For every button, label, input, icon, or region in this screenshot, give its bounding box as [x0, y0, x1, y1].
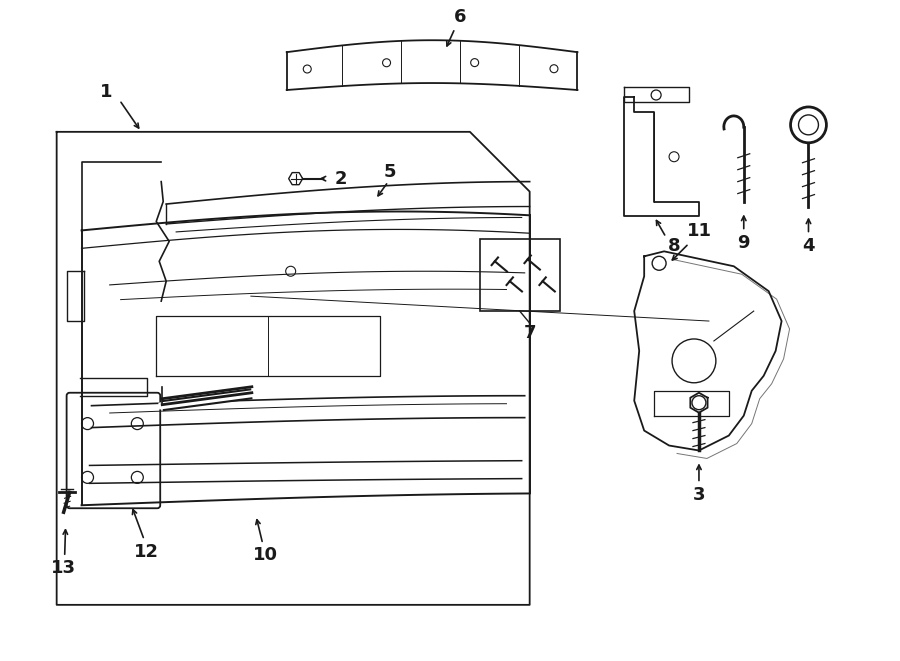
Text: 10: 10: [253, 546, 278, 564]
Bar: [480, 239, 560, 311]
Text: 8: 8: [668, 237, 680, 255]
Text: 3: 3: [693, 486, 706, 504]
Text: 6: 6: [454, 9, 466, 26]
Text: 11: 11: [687, 222, 711, 241]
Text: 1: 1: [100, 83, 112, 101]
Text: 2: 2: [334, 170, 346, 188]
Text: 4: 4: [802, 237, 814, 255]
Text: 9: 9: [737, 235, 750, 253]
Text: 13: 13: [51, 559, 76, 577]
Text: 7: 7: [524, 324, 536, 342]
Text: 5: 5: [384, 163, 397, 180]
Text: 12: 12: [134, 543, 158, 561]
